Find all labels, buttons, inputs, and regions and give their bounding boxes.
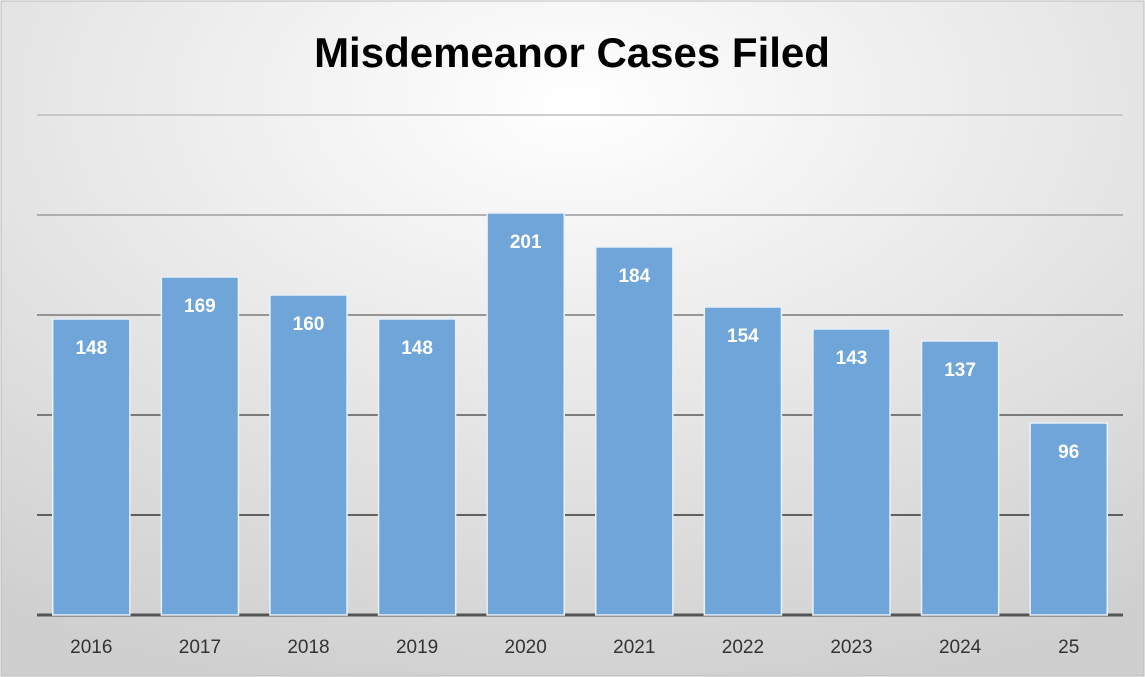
data-label: 169	[184, 296, 216, 317]
data-label: 184	[618, 266, 650, 287]
bar	[920, 340, 1000, 616]
bar	[812, 328, 891, 616]
data-label: 154	[727, 326, 759, 347]
x-tick-label: 2019	[396, 637, 438, 658]
x-tick-label: 2020	[505, 637, 547, 658]
bar	[269, 294, 348, 616]
bar	[377, 318, 457, 616]
data-label: 160	[293, 314, 325, 335]
x-tick-label: 2022	[722, 637, 764, 658]
data-label: 96	[1058, 442, 1079, 463]
chart-title: Misdemeanor Cases Filed	[314, 29, 830, 76]
x-tick-label: 2024	[939, 637, 982, 658]
data-label: 143	[836, 348, 868, 369]
x-tick-label: 25	[1058, 637, 1079, 658]
x-tick-label: 2017	[179, 637, 221, 658]
bar	[594, 246, 674, 616]
data-label: 148	[75, 338, 107, 359]
bar	[486, 212, 566, 616]
bar	[160, 276, 240, 616]
data-label: 201	[510, 232, 542, 253]
x-tick-label: 2016	[70, 637, 112, 658]
bar	[1029, 422, 1109, 616]
x-tick-label: 2023	[830, 637, 872, 658]
data-label: 137	[944, 360, 976, 381]
data-label: 148	[401, 338, 433, 359]
x-tick-label: 2018	[287, 637, 329, 658]
x-tick-label: 2021	[613, 637, 655, 658]
bar	[703, 306, 783, 616]
bar	[51, 318, 131, 616]
